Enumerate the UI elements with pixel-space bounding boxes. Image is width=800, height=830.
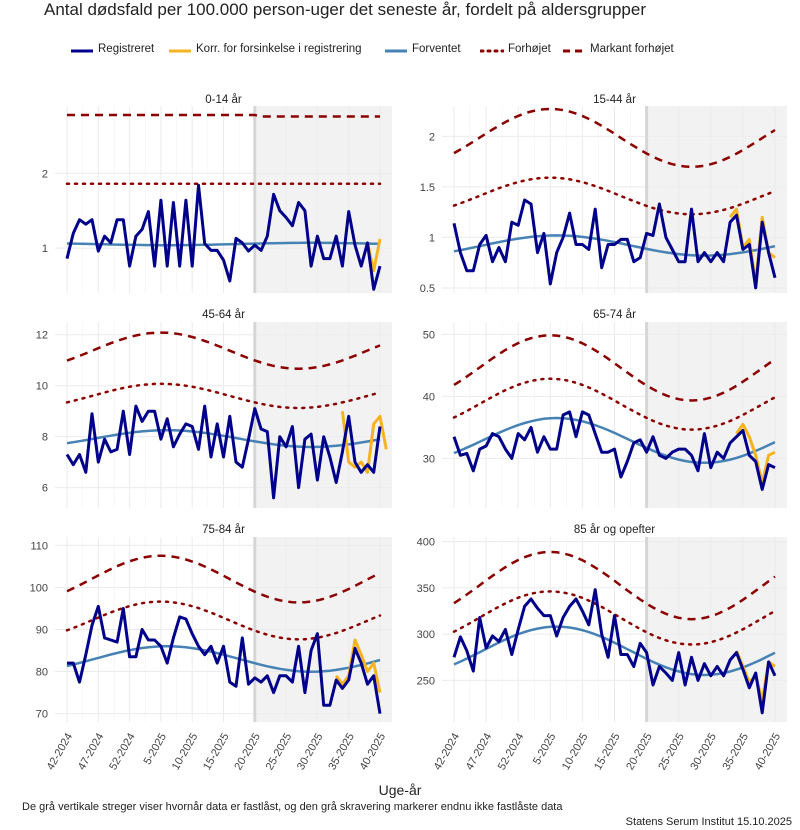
unlocked-shading [254,322,392,508]
forventet-line [453,416,776,465]
y-tick-label: 1 [429,232,435,244]
source-credit: Statens Serum Institut 15.10.2025 [625,816,792,828]
y-tick-label: 2 [429,131,435,143]
y-tick-label: 50 [423,329,435,341]
y-tick-label: 70 [36,709,48,721]
x-tick-label: 5-2025 [142,731,170,767]
panel-3: 6 8 10 12 45-64 år [36,309,392,508]
x-tick-label: 25-2025 [264,731,295,772]
registreret-line [452,410,776,491]
y-tick-label: 40 [423,391,435,403]
registreret-line [65,404,382,500]
y-tick-label: 110 [30,540,48,552]
x-tick-label: 47-2024 [464,731,495,772]
registreret-line [65,183,382,291]
y-tick-label: 2 [42,168,48,180]
x-axis-label: Uge-år [378,782,422,798]
legend-label-forventet: Forventet [412,43,461,55]
forventet-line [66,241,381,247]
legend-label-korrigeret: Korr. for forsinkelse i registrering [196,43,362,55]
panel-title: 45-64 år [202,309,245,321]
panel-6: 250 300 350 400 85 år og opefter 42-2024 47-20… [417,524,787,772]
panel-4: 30 40 50 65-74 år [423,309,787,508]
markant-forhoejet-line [67,113,380,118]
y-tick-label: 400 [417,537,435,549]
panel-title: 85 år og opefter [574,524,655,536]
markant-forhoejet-line [453,550,776,621]
legend-label-registreret: Registreret [98,43,155,55]
footnote: De grå vertikale streger viser hvornår d… [22,801,563,813]
unlocked-shading [646,106,787,293]
x-tick-label: 5-2025 [531,731,559,767]
registreret-line [452,588,777,715]
panel-1: 1 2 0-14 år [42,94,392,293]
x-tick-label: 20-2025 [232,731,263,772]
y-tick-label: 30 [423,453,435,465]
y-tick-label: 10 [36,381,48,393]
x-tick-label: 15-2025 [201,731,232,772]
y-tick-label: 350 [417,583,435,595]
x-tick-label: 20-2025 [624,731,655,772]
y-tick-label: 1.5 [420,182,435,194]
korrigeret-line [735,422,776,485]
x-tick-label: 35-2025 [326,731,357,772]
legend-label-markant: Markant forhøjet [590,43,674,55]
y-tick-label: 6 [42,483,48,495]
korrigeret-line [334,638,382,693]
markant-forhoejet-line [453,107,776,169]
legend-label-forhoejet: Forhøjet [508,43,551,55]
x-tick-label: 47-2024 [76,731,107,772]
y-tick-label: 1 [42,243,48,255]
markant-forhoejet-line [66,554,381,604]
panel-title: 65-74 år [593,309,636,321]
x-tick-label: 42-2024 [432,731,463,772]
x-tick-label: 52-2024 [496,731,527,772]
forhoejet-line [452,377,777,431]
y-tick-label: 12 [36,330,48,342]
registreret-line [452,198,777,290]
x-tick-label: 10-2025 [170,731,201,772]
x-tick-label: 30-2025 [295,731,326,772]
forhoejet-line [65,600,382,641]
panel-title: 0-14 år [205,94,242,106]
panel-title: 75-84 år [202,524,245,536]
markant-forhoejet-line [453,334,776,402]
x-tick-label: 42-2024 [45,731,76,772]
x-tick-label: 25-2025 [656,731,687,772]
y-tick-label: 90 [36,625,48,637]
y-tick-label: 80 [36,667,48,679]
y-tick-label: 250 [417,675,435,687]
y-tick-label: 100 [30,582,48,594]
forhoejet-line [65,382,382,410]
panel-title: 15-44 år [593,94,636,106]
x-tick-label: 15-2025 [592,731,623,772]
forhoejet-line [452,176,777,216]
markant-forhoejet-line [66,331,381,371]
y-tick-label: 0.5 [420,283,435,295]
y-tick-label: 300 [417,629,435,641]
panel-5: 70 80 90 100 110 75-84 år 42-2024 47-2024 52-202… [30,524,392,772]
y-tick-label: 8 [42,432,48,444]
x-tick-label: 35-2025 [720,731,751,772]
x-tick-label: 52-2024 [107,731,138,772]
forhoejet-line [452,590,777,646]
registreret-line [67,604,382,714]
x-tick-label: 40-2025 [753,731,784,772]
panel-2: 0.5 1 1.5 2 15-44 år [420,94,787,295]
x-tick-label: 10-2025 [560,731,591,772]
x-tick-label: 40-2025 [358,731,389,772]
chart-title: Antal dødsfald per 100.000 person-uger d… [44,0,646,19]
x-tick-label: 30-2025 [688,731,719,772]
